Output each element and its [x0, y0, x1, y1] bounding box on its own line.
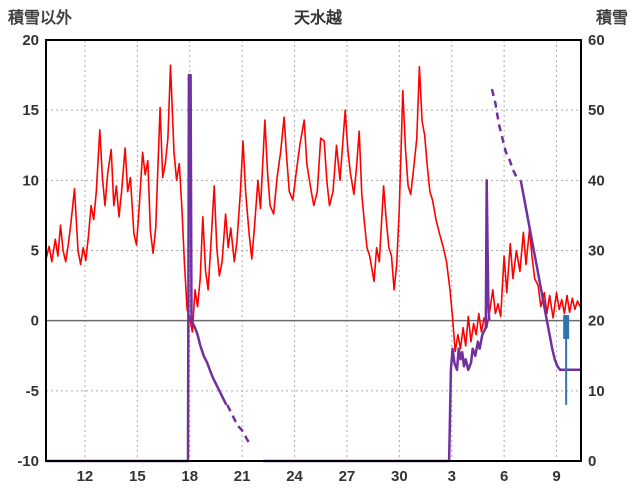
temperature-line: [45, 64, 581, 353]
snow-depth-line: [46, 73, 228, 463]
snow-depth-line: [519, 180, 581, 372]
right-axis-tick: 20: [588, 313, 605, 330]
left-axis-tick: -10: [17, 453, 39, 470]
left-axis-tick: 5: [31, 243, 39, 260]
x-axis-tick: 6: [500, 468, 508, 485]
x-axis-tick: 9: [552, 468, 560, 485]
right-axis-tick: 30: [588, 243, 605, 260]
right-axis-tick: 10: [588, 383, 605, 400]
snow-depth-line: [226, 404, 253, 446]
right-axis-tick: 60: [588, 32, 605, 49]
right-axis-tick: 0: [588, 453, 596, 470]
left-axis-tick: 15: [22, 102, 39, 119]
x-axis-tick: 15: [129, 468, 146, 485]
left-axis-tick: 10: [22, 172, 39, 189]
x-axis-tick: 30: [391, 468, 408, 485]
right-axis-title: 積雪: [595, 8, 628, 27]
x-axis-tick: 3: [448, 468, 456, 485]
right-axis-tick: 40: [588, 172, 605, 189]
x-axis-tick: 21: [234, 468, 251, 485]
x-axis-tick: 12: [77, 468, 94, 485]
plot-border: [45, 39, 582, 462]
left-axis-tick: 20: [22, 32, 39, 49]
right-axis-tick: 50: [588, 102, 605, 119]
left-axis-tick: 0: [31, 313, 39, 330]
snow-depth-line: [263, 179, 491, 463]
snow-depth-line: [490, 88, 521, 182]
x-axis-tick: 24: [286, 468, 303, 485]
x-axis-tick: 18: [181, 468, 198, 485]
chart-title: 天水越: [294, 8, 343, 27]
left-axis-title: 積雪以外: [7, 8, 72, 27]
left-axis-tick: -5: [26, 383, 39, 400]
x-axis-tick: 27: [339, 468, 356, 485]
